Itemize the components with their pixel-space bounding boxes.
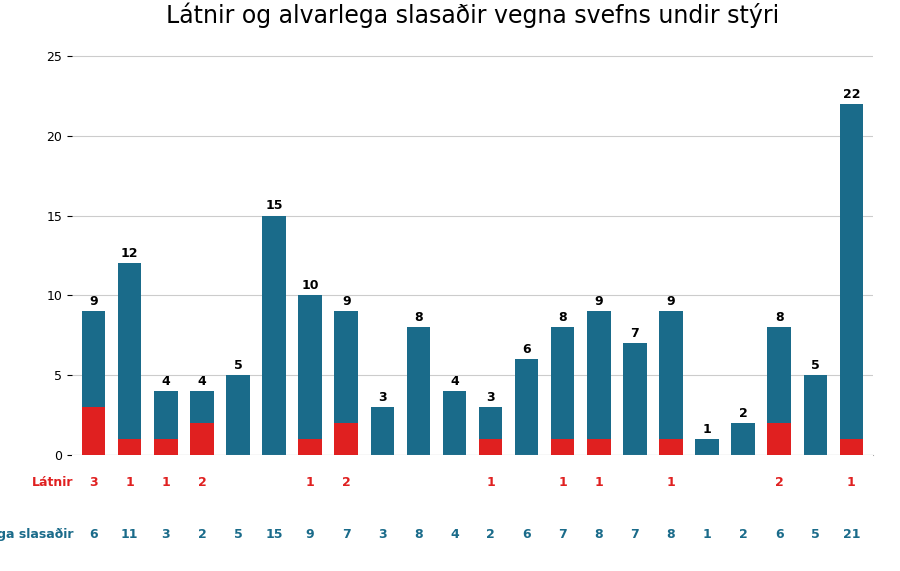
Text: 3: 3 — [89, 476, 98, 489]
Bar — [587, 311, 610, 455]
Text: 1: 1 — [125, 476, 134, 489]
Bar — [371, 407, 394, 455]
Bar — [118, 263, 141, 455]
Text: 8: 8 — [775, 311, 784, 324]
Text: 8: 8 — [595, 528, 603, 541]
Bar — [768, 327, 791, 455]
Bar — [696, 439, 719, 455]
Text: 8: 8 — [414, 528, 423, 541]
Bar — [659, 439, 683, 455]
Bar — [551, 327, 574, 455]
Bar — [804, 375, 827, 455]
Bar — [515, 359, 538, 455]
Text: 2: 2 — [197, 476, 206, 489]
Text: 3: 3 — [161, 528, 170, 541]
Text: 11: 11 — [121, 528, 139, 541]
Bar — [479, 407, 502, 455]
Text: 2: 2 — [739, 528, 748, 541]
Title: Látnir og alvarlega slasaðir vegna svefns undir stýri: Látnir og alvarlega slasaðir vegna svefn… — [166, 3, 779, 29]
Bar — [443, 391, 466, 455]
Text: 1: 1 — [486, 476, 495, 489]
Text: 15: 15 — [266, 199, 283, 212]
Text: 10: 10 — [302, 279, 319, 292]
Text: Látnir: Látnir — [32, 476, 74, 489]
Bar — [479, 439, 502, 455]
Text: 7: 7 — [631, 528, 639, 541]
Text: 2: 2 — [197, 528, 206, 541]
Text: 1: 1 — [161, 476, 170, 489]
Bar — [551, 439, 574, 455]
Text: 6: 6 — [522, 528, 531, 541]
Bar — [768, 423, 791, 455]
Text: 2: 2 — [775, 476, 784, 489]
Bar — [407, 327, 430, 455]
Text: 7: 7 — [342, 528, 351, 541]
Text: 5: 5 — [811, 359, 820, 372]
Text: 6: 6 — [89, 528, 98, 541]
Text: 1: 1 — [558, 476, 567, 489]
Bar — [154, 391, 177, 455]
Text: 1: 1 — [594, 476, 603, 489]
Text: 8: 8 — [667, 528, 675, 541]
Text: 9: 9 — [89, 295, 98, 308]
Bar — [840, 104, 863, 455]
Text: 22: 22 — [842, 87, 860, 100]
Bar — [299, 439, 322, 455]
Text: 9: 9 — [342, 295, 350, 308]
Bar — [840, 439, 863, 455]
Text: 5: 5 — [234, 528, 242, 541]
Text: 3: 3 — [378, 391, 387, 404]
Text: 1: 1 — [703, 528, 711, 541]
Text: 1: 1 — [667, 476, 675, 489]
Bar — [659, 311, 683, 455]
Text: 1: 1 — [703, 423, 711, 436]
Text: 9: 9 — [667, 295, 675, 308]
Text: 8: 8 — [558, 311, 567, 324]
Text: 6: 6 — [522, 343, 531, 356]
Bar — [82, 311, 105, 455]
Text: 4: 4 — [197, 375, 206, 388]
Bar — [299, 295, 322, 455]
Text: 7: 7 — [631, 327, 639, 340]
Text: 3: 3 — [378, 528, 387, 541]
Bar — [623, 343, 646, 455]
Bar — [335, 423, 358, 455]
Text: 9: 9 — [306, 528, 314, 541]
Bar — [226, 375, 249, 455]
Bar — [82, 407, 105, 455]
Text: 7: 7 — [558, 528, 567, 541]
Bar — [154, 439, 177, 455]
Text: 2: 2 — [739, 407, 748, 420]
Text: 4: 4 — [161, 375, 170, 388]
Bar — [587, 439, 610, 455]
Bar — [732, 423, 755, 455]
Text: 15: 15 — [266, 528, 283, 541]
Text: 12: 12 — [121, 247, 139, 260]
Text: Alvarlega slasaðir: Alvarlega slasaðir — [0, 528, 74, 541]
Text: 1: 1 — [306, 476, 314, 489]
Bar — [335, 311, 358, 455]
Text: 5: 5 — [811, 528, 820, 541]
Text: 2: 2 — [342, 476, 351, 489]
Text: 3: 3 — [486, 391, 495, 404]
Text: 1: 1 — [847, 476, 856, 489]
Text: 5: 5 — [234, 359, 242, 372]
Text: 4: 4 — [450, 528, 459, 541]
Text: 9: 9 — [595, 295, 603, 308]
Text: 2: 2 — [486, 528, 495, 541]
Text: 6: 6 — [775, 528, 784, 541]
Text: 4: 4 — [450, 375, 459, 388]
Bar — [190, 391, 213, 455]
Bar — [262, 216, 286, 455]
Bar — [118, 439, 141, 455]
Text: 21: 21 — [842, 528, 860, 541]
Bar — [190, 423, 213, 455]
Text: 8: 8 — [414, 311, 423, 324]
